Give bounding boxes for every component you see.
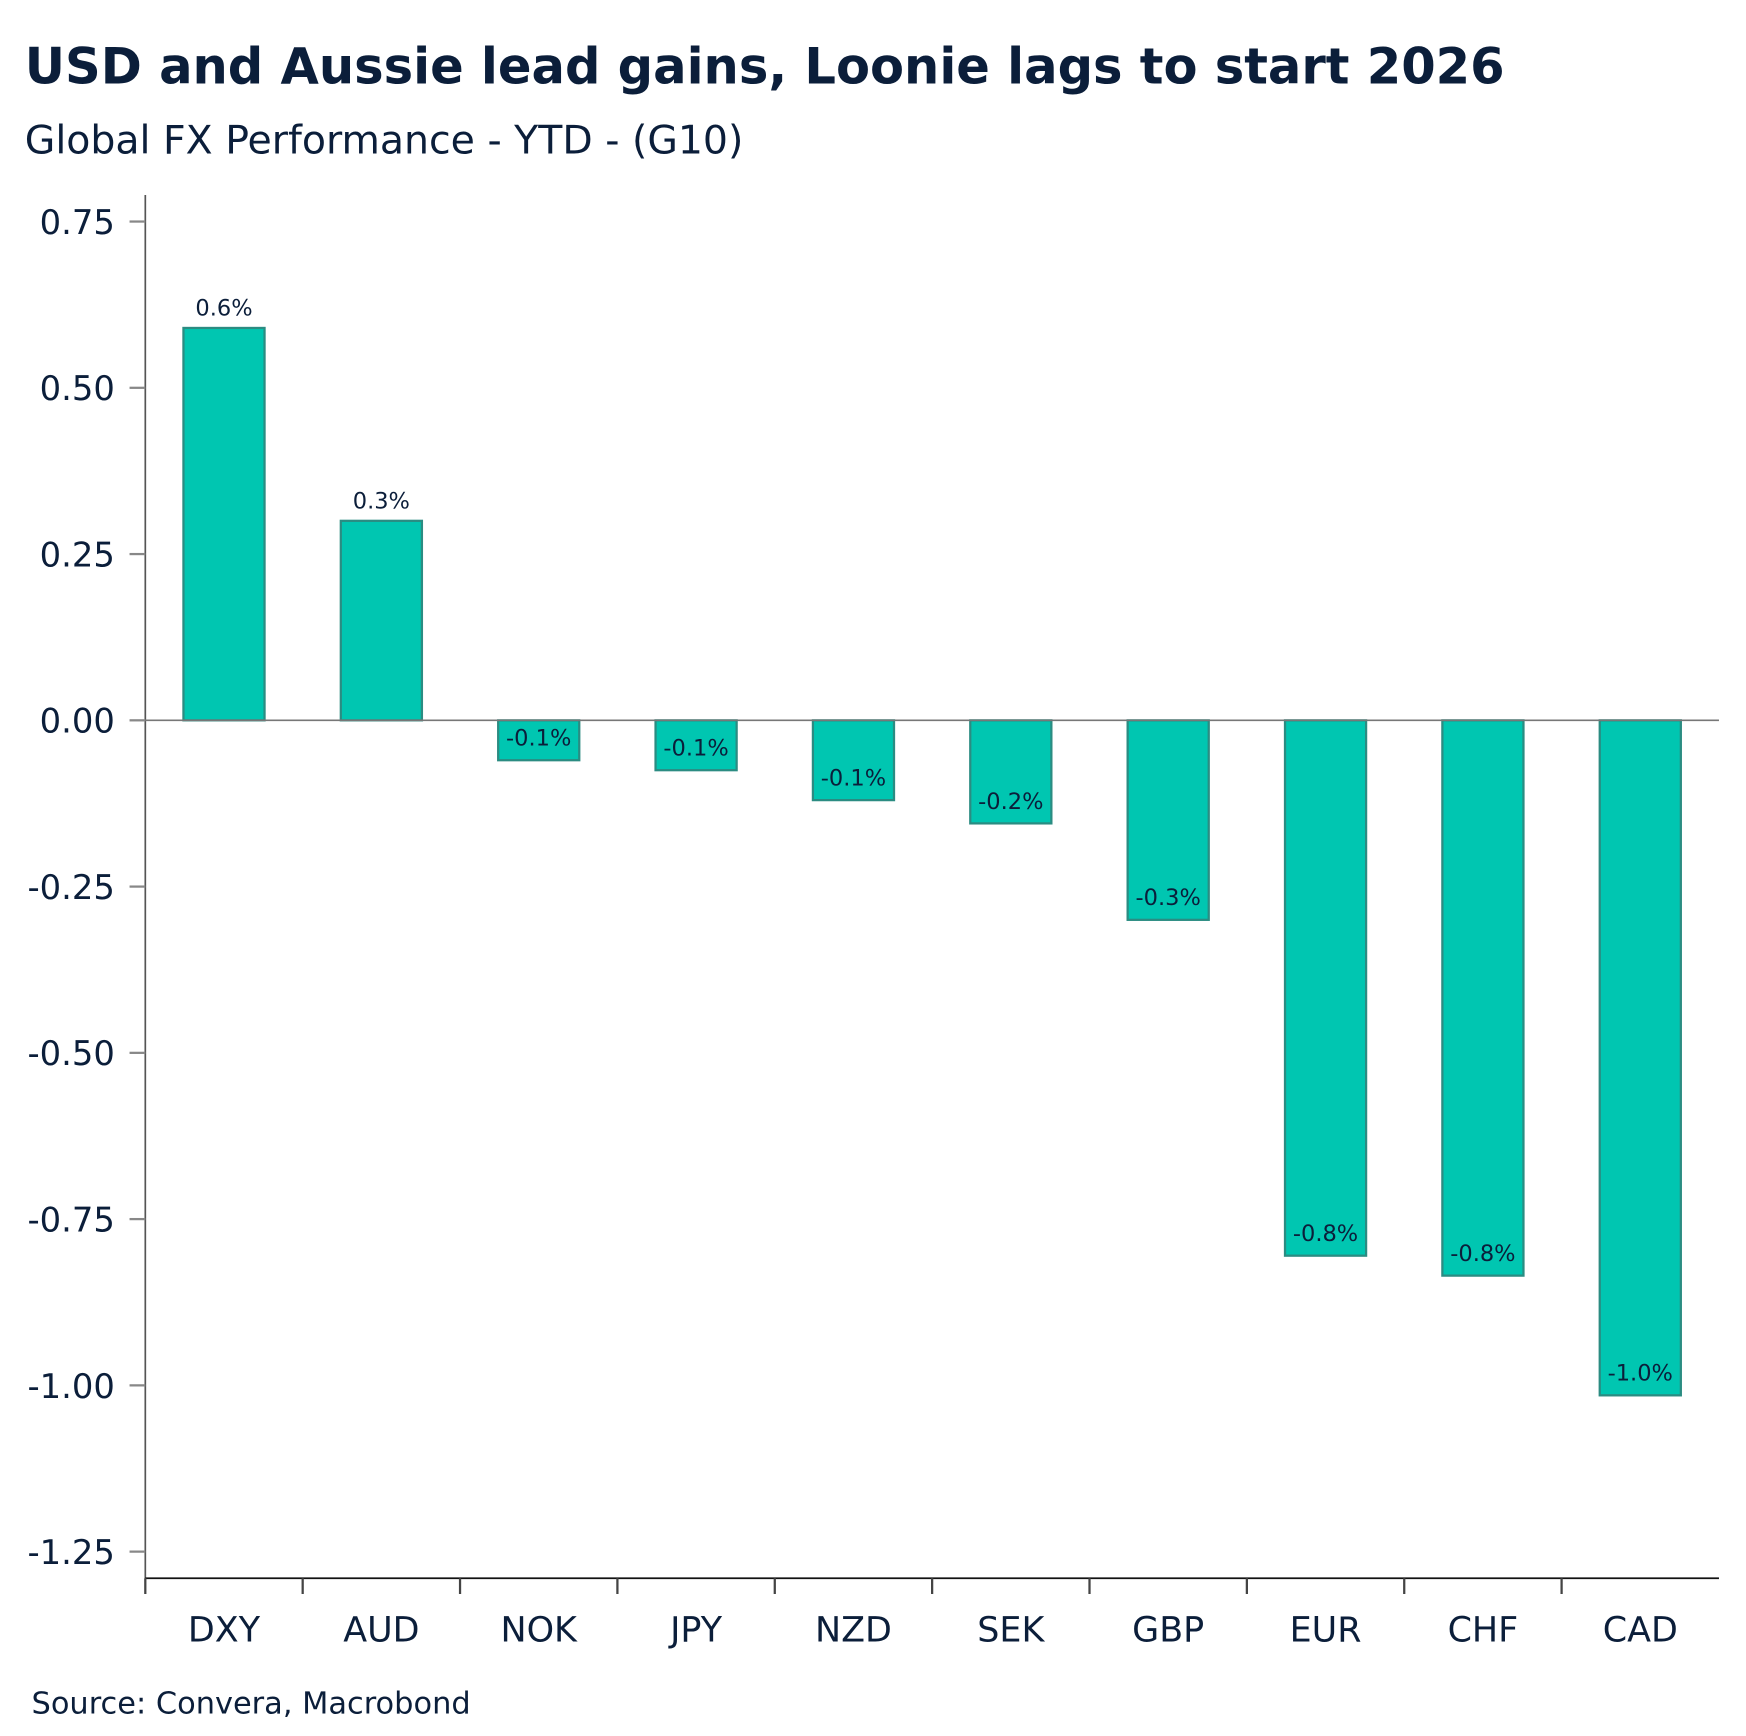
y-tick-label: 0.25 (40, 535, 115, 574)
y-tick-label: -0.75 (27, 1200, 114, 1239)
data-label: -0.8% (1293, 1221, 1358, 1247)
bar-chf (1441, 719, 1525, 1277)
bar-gbp (1126, 719, 1210, 921)
x-tick-label: EUR (1290, 1610, 1362, 1650)
data-label: -0.1% (663, 736, 728, 762)
data-label: 0.3% (353, 488, 410, 514)
data-label: -0.8% (1450, 1241, 1515, 1267)
x-axis: DXY AUD NOK JPY NZD SEK GBP EUR CHF CAD (144, 1577, 1719, 1650)
x-tick-label: NZD (815, 1610, 892, 1650)
x-tick-label: NOK (500, 1610, 578, 1650)
x-tick-label: JPY (668, 1610, 723, 1650)
bar-aud (339, 519, 424, 722)
bars: 0.6% 0.3% -0.1% -0.1% -0.1% -0.2% -0.3% -0.8% -0… (145, 296, 1719, 1397)
y-tick-label: 0.75 (40, 203, 115, 242)
x-tick-label: CHF (1448, 1610, 1519, 1650)
data-label: -1.0% (1608, 1361, 1673, 1387)
y-tick-label: 0.50 (40, 369, 115, 408)
y-tick-label: -1.25 (27, 1533, 114, 1572)
x-tick-label: SEK (977, 1610, 1045, 1650)
x-tick-label: DXY (188, 1610, 261, 1650)
chart-subtitle: Global FX Performance - YTD - (G10) (25, 117, 744, 163)
bar-nzd (811, 719, 896, 802)
y-tick-label: -0.25 (27, 868, 114, 907)
x-tick-label: CAD (1603, 1610, 1678, 1650)
x-tick-label: GBP (1132, 1610, 1204, 1650)
bar-cad (1598, 719, 1682, 1397)
data-label: 0.6% (195, 296, 252, 322)
x-tick-label: AUD (343, 1610, 419, 1650)
data-label: -0.1% (821, 765, 886, 791)
bar-dxy (182, 326, 266, 722)
y-tick-label: -0.50 (27, 1034, 114, 1073)
data-label: -0.2% (978, 789, 1043, 815)
source-note: Source: Convera, Macrobond (32, 1686, 471, 1721)
y-tick-label: -1.00 (27, 1367, 114, 1406)
bar-sek (969, 719, 1053, 825)
bar-eur (1283, 719, 1368, 1257)
chart-title: USD and Aussie lead gains, Loonie lags t… (25, 37, 1505, 95)
y-axis: 0.75 0.50 0.25 0.00 -0.25 -0.50 -0.75 -1.00 -1.2… (27, 194, 147, 1579)
data-label: -0.1% (506, 726, 571, 752)
data-label: -0.3% (1136, 885, 1201, 911)
y-tick-label: 0.00 (40, 702, 115, 741)
